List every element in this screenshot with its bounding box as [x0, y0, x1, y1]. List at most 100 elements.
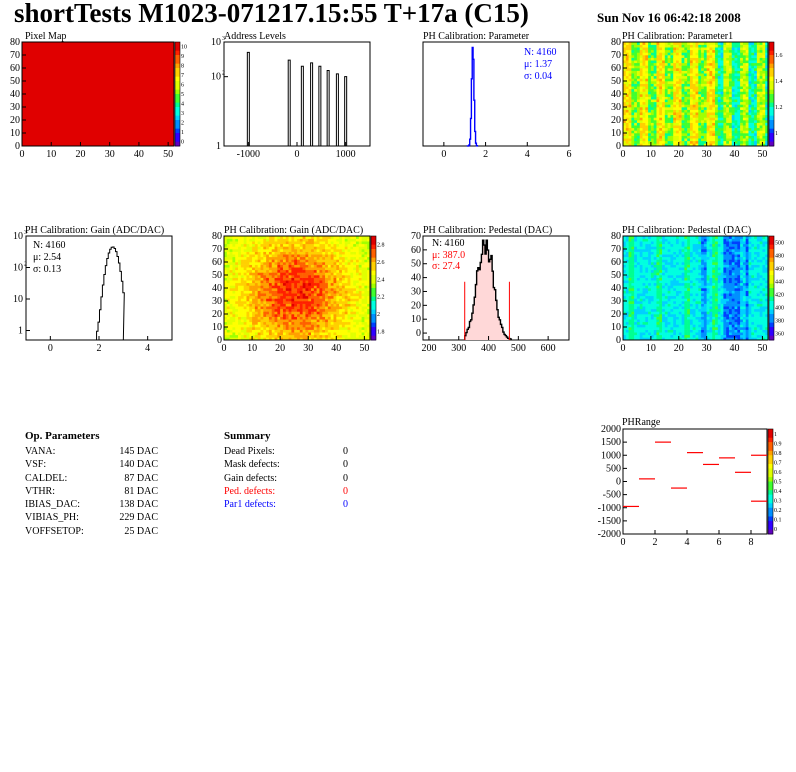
ph-calib-parameter1-cell [742, 60, 746, 64]
ph-calib-parameter1-cell [662, 114, 666, 118]
ph-calib-parameter1-cell [742, 133, 746, 136]
ph-calib-parameter1-cell [692, 112, 696, 116]
gain-map-cell [277, 314, 281, 317]
ph-calib-parameter1-cell [734, 57, 738, 61]
ph-calib-parameter1-cell [706, 55, 710, 58]
ph-calib-parameter1-cell [715, 125, 719, 129]
ph-calib-parameter1-cell [748, 109, 752, 113]
gain-map-cell [322, 288, 326, 291]
gain-map-cell [327, 259, 331, 263]
gain-map-cell [336, 280, 340, 284]
ph-calib-parameter1-cell [670, 49, 674, 53]
gain-map-cell [367, 282, 371, 286]
ph-calib-parameter1-cell [623, 138, 627, 142]
gain-map-cell [347, 311, 351, 315]
gain-map-cell [226, 303, 230, 307]
gain-map-cell [285, 285, 289, 289]
ph-calib-parameter1-cell [678, 94, 682, 97]
ph-calib-parameter1-cell [678, 81, 682, 84]
ph-calib-parameter1-cell [720, 75, 724, 79]
pedestal-map-cell [670, 334, 674, 338]
ph-calib-parameter1-cell [695, 73, 699, 77]
gain-map-cell [311, 319, 315, 323]
ph-calib-parameter1-cell [653, 86, 657, 90]
pixel-map-colorbar-label: 6 [181, 83, 184, 89]
ph-calib-parameter1-cell [709, 42, 713, 45]
gain-map-cell [235, 308, 239, 312]
ph-calib-parameter1-cell [673, 60, 677, 64]
ph-calib-parameter1-cell [634, 135, 638, 139]
gain-map-cell [327, 238, 331, 242]
ph-calib-parameter1-cell [687, 140, 691, 144]
ph-calib-parameter1-cell [689, 68, 694, 71]
gain-map-cell [238, 246, 242, 250]
ph-calib-parameter1-cell [673, 86, 677, 90]
ph-calib-parameter1-cell [703, 60, 707, 64]
ph-calib-parameter1-cell [720, 138, 724, 142]
gain-map-cell [243, 256, 247, 260]
ph-calib-parameter1-cell [748, 78, 752, 82]
gain-map-cell [268, 334, 273, 338]
pedestal-map-cell [645, 324, 649, 328]
gain-map-cell [274, 280, 278, 284]
gain-map-cell [355, 262, 360, 265]
pedestal-map-cell [701, 337, 705, 341]
ph-calib-parameter1-cell [628, 143, 632, 147]
gain-map-cell [341, 275, 346, 278]
gain-map-cell [325, 262, 329, 265]
ph-calib-parameter1-cell [698, 70, 702, 74]
gain-map-cell [224, 324, 228, 328]
gain-map-cell [232, 282, 236, 286]
ph-calib-parameter1-cell [645, 73, 649, 77]
ph-calib-parameter1-cell [670, 68, 674, 71]
gain-map-cell [232, 259, 236, 263]
pedestal-map-cell [664, 332, 668, 336]
ph-calib-parameter1-cell [662, 120, 666, 123]
gain-map-cell [238, 275, 242, 278]
ph-calib-parameter1-cell [712, 127, 716, 131]
gain-map-cell [313, 316, 317, 320]
ph-calib-parameter1-cell [684, 138, 688, 142]
ph-calib-parameter1-cell [645, 57, 649, 61]
ph-calib-parameter1-cell [726, 114, 730, 118]
gain-map-cell [367, 314, 371, 317]
gain-map-cell [327, 324, 331, 328]
ph-calib-parameter1-cell [751, 75, 755, 79]
gain-map-cell [229, 316, 233, 320]
ph-calib-parameter1-cell [659, 83, 663, 87]
ph-calib-parameter1-cell [634, 86, 638, 90]
ph-calib-parameter1-cell [723, 127, 727, 131]
gain-map-cell [235, 334, 239, 338]
ph-calib-parameter1-cell [648, 78, 652, 82]
gain-map-cell [229, 282, 233, 286]
gain-map-cell [364, 332, 368, 336]
gain-map-cell [266, 262, 270, 265]
ph-calib-parameter1-cell [673, 62, 677, 66]
pedestal-map-cell [695, 321, 699, 325]
gain-map-cell [361, 308, 365, 312]
ph-calib-parameter1-cell [706, 44, 710, 48]
ph-calib-parameter1-cell [712, 44, 716, 48]
ph-calib-parameter1-cell [728, 88, 733, 92]
gain-map-cell [294, 272, 298, 276]
ph-calib-parameter1-cell [687, 55, 691, 58]
ph-calib-parameter1-cell [759, 57, 763, 61]
pedestal-map-cell [709, 316, 713, 320]
ph-calib-parameter1-cell [628, 83, 632, 87]
ph-calib-parameter1-cell [687, 104, 691, 108]
address-levels-peak [310, 62, 314, 146]
address-levels-frame [223, 41, 371, 147]
ph-calib-parameter1-cell [642, 143, 646, 147]
pedestal-map-cell [653, 334, 657, 338]
ph-calib-parameter1-cell [734, 127, 738, 131]
gain-map-cell [235, 285, 239, 289]
ph-calib-parameter1-colorbar-cell [769, 50, 774, 56]
ph-calib-parameter1-cell [648, 47, 652, 51]
gain-map-cell [268, 272, 273, 276]
ph-calib-parameter1-cell [673, 55, 677, 58]
gain-map-cell [364, 295, 368, 299]
ph-calib-parameter1-cell [712, 70, 716, 74]
gain-map-cell [224, 298, 228, 302]
gain-map-cell [282, 264, 287, 268]
ph-calib-parameter1-cell [759, 112, 763, 116]
